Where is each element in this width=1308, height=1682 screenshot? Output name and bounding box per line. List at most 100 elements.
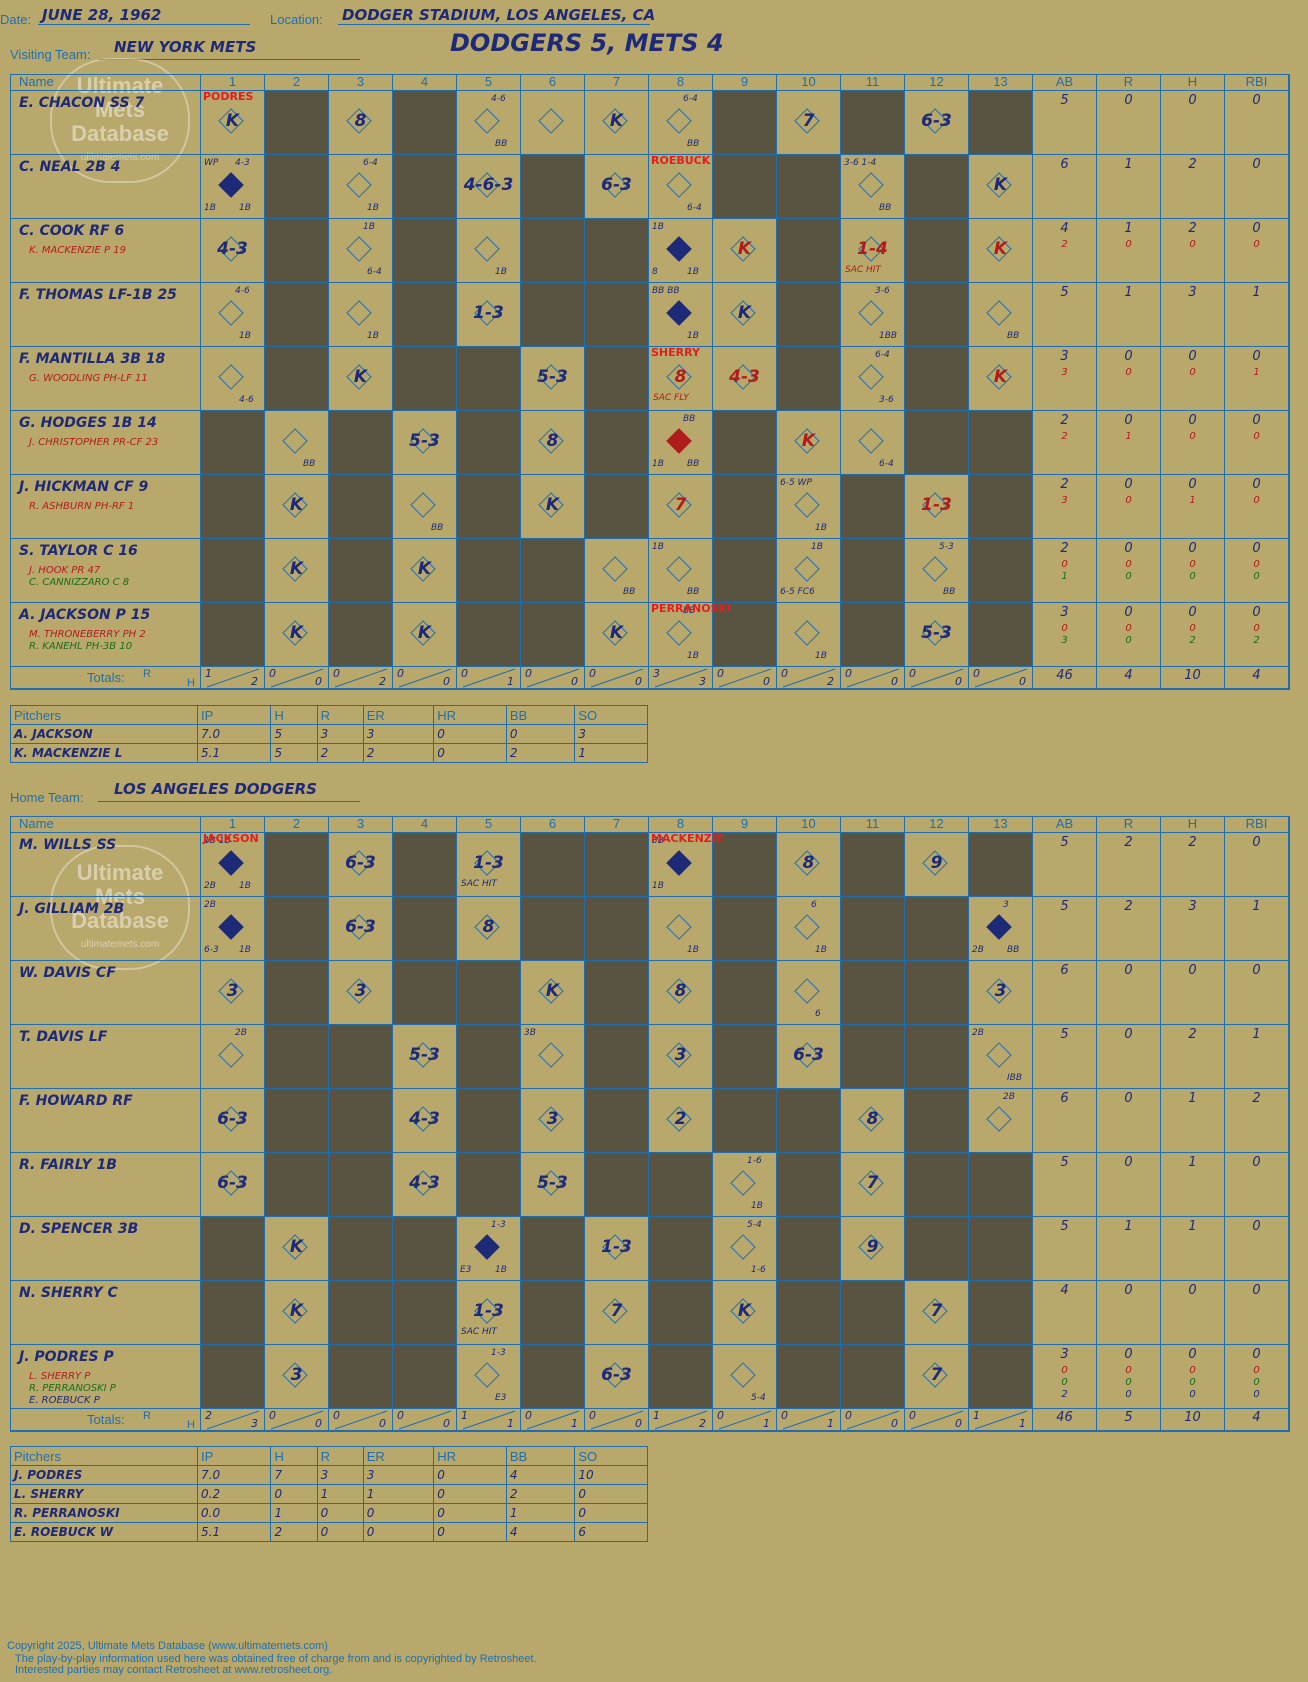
visiting-team-name: NEW YORK METS — [114, 38, 257, 56]
home-header-inning-3: 3 — [329, 817, 393, 833]
visitors-atbat-r6-i11 — [841, 411, 905, 475]
visitors-atbat-r9-i1 — [201, 603, 265, 667]
substitute-stat-value: 0 — [1189, 1389, 1196, 1400]
home-atbat-r7-i7: 1-3 — [585, 1217, 649, 1281]
play-result: K — [993, 367, 1008, 387]
play-annotation: 1-6 — [747, 1156, 762, 1166]
play-result: K — [417, 559, 432, 579]
batter-name: C. NEAL 2B 4 — [19, 159, 121, 175]
pitcher-stat: 3 — [362, 1465, 435, 1485]
visitors-atbat-r6-i2 — [265, 411, 329, 475]
base-diamond — [666, 850, 692, 876]
stat-value: 0 — [1124, 349, 1133, 364]
visitors-pitch-header-ip: IP — [196, 705, 272, 725]
visitors-pitch-header-r: R — [316, 705, 364, 725]
home-atbat-r7-i5 — [457, 1217, 521, 1281]
stat-value: 6 — [1060, 1091, 1069, 1106]
home-batter-4: T. DAVIS LF — [11, 1025, 201, 1089]
home-atbat-r2-i9 — [713, 897, 777, 961]
visitors-atbat-r7-i12: 1-3 — [905, 475, 969, 539]
copyright-line: Copyright 2025, Ultimate Mets Database (… — [7, 1640, 328, 1652]
play-annotation: 6-4 — [687, 203, 702, 213]
visitors-batter-8: S. TAYLOR C 16 J. HOOK PR 47 C. CANNIZZARO… — [11, 539, 201, 603]
visitors-stat-r2-r: 1 — [1097, 155, 1161, 219]
stat-value: 0 — [1252, 605, 1261, 620]
play-result: K — [993, 175, 1008, 195]
pitcher-stat: 0 — [574, 1484, 648, 1504]
inning-hits: 2 — [379, 675, 386, 688]
visitors-atbat-r5-i13: K — [969, 347, 1033, 411]
visitors-grid: Name 1 2 3 4 5 6 7 8 9 10 11 12 13 AB R H RBI E. CHACON SS… — [10, 74, 1290, 690]
stat-value: 0 — [1124, 605, 1133, 620]
home-atbat-r8-i5: 1-3 — [457, 1281, 521, 1345]
home-header-inning-10: 10 — [777, 817, 841, 833]
base-diamond — [922, 556, 948, 582]
play-annotation: BB — [687, 587, 700, 597]
visitors-batter-4: F. THOMAS LF-1B 25 — [11, 283, 201, 347]
game-location: DODGER STADIUM, LOS ANGELES, CA — [342, 6, 656, 24]
batter-name: F. HOWARD RF — [19, 1093, 133, 1109]
stat-value: 0 — [1188, 541, 1197, 556]
stat-value: 1 — [1188, 1155, 1197, 1170]
stat-value: 0 — [1252, 1347, 1261, 1362]
play-result: 4-6-3 — [463, 175, 514, 195]
home-atbat-r7-i10 — [777, 1217, 841, 1281]
base-diamond — [666, 556, 692, 582]
inning-runs: 0 — [333, 1409, 340, 1422]
visitors-totals-ab: 46 — [1033, 667, 1097, 689]
pitcher-stat: 0 — [433, 724, 507, 744]
visitors-atbat-r1-i12: 6-3 — [905, 91, 969, 155]
watermark-logo-top: Ultimate Mets Database ultimatemets.com — [50, 58, 190, 183]
play-result: 1-4 — [857, 239, 888, 259]
game-date: JUNE 28, 1962 — [42, 6, 162, 24]
visitors-atbat-r3-i3 — [329, 219, 393, 283]
pitcher-name: K. MACKENZIE L — [10, 743, 198, 763]
home-atbat-r7-i1 — [201, 1217, 265, 1281]
visitors-atbat-r3-i8 — [649, 219, 713, 283]
totals-slash — [782, 668, 836, 688]
visitors-atbat-r5-i2 — [265, 347, 329, 411]
stat-value: 5 — [1060, 899, 1069, 914]
play-result: K — [609, 111, 624, 131]
base-diamond — [410, 492, 436, 518]
play-result: 1-3 — [601, 1237, 632, 1257]
inning-hits: 0 — [635, 675, 642, 688]
substitute-stat-value: 0 — [1125, 635, 1132, 646]
play-annotation: 1B — [239, 331, 251, 341]
pitcher-stat: 0 — [316, 1522, 364, 1542]
home-batter-9: J. PODRES P L. SHERRY P R. PERRANOSKI P E. … — [11, 1345, 201, 1409]
play-annotation: 3-6 — [879, 395, 894, 405]
pitcher-name: L. SHERRY — [10, 1484, 198, 1504]
pitcher-stat: 0 — [433, 1503, 507, 1523]
visitors-stat-r2-rbi: 0 — [1225, 155, 1289, 219]
substitute-stat-value: 0 — [1061, 1365, 1068, 1376]
pitcher-stat: 0.2 — [196, 1484, 272, 1504]
home-header-ab: AB — [1033, 817, 1097, 833]
play-annotation: 4-6 — [235, 286, 250, 296]
stat-value: 0 — [1124, 413, 1133, 428]
visitors-atbat-r2-i13: K — [969, 155, 1033, 219]
totals-slash — [206, 1410, 260, 1430]
play-result: 6-3 — [217, 1109, 248, 1129]
play-result: 1-3 — [473, 853, 504, 873]
substitute-name: R. KANEHL PH-3B 10 — [29, 641, 133, 652]
home-atbat-r5-i12 — [905, 1089, 969, 1153]
home-stat-r8-h: 0 — [1161, 1281, 1225, 1345]
play-annotation: 4-6 — [491, 94, 506, 104]
totals-slash — [846, 668, 900, 688]
home-header-h: H — [1161, 817, 1225, 833]
home-atbat-r3-i9 — [713, 961, 777, 1025]
base-diamond — [666, 172, 692, 198]
pitcher-stat: 0 — [362, 1503, 435, 1523]
inning-hits: 0 — [443, 675, 450, 688]
stat-value: 1 — [1124, 1219, 1133, 1234]
home-atbat-r5-i3 — [329, 1089, 393, 1153]
totals-slash — [654, 668, 708, 688]
home-stat-r1-h: 2 — [1161, 833, 1225, 897]
